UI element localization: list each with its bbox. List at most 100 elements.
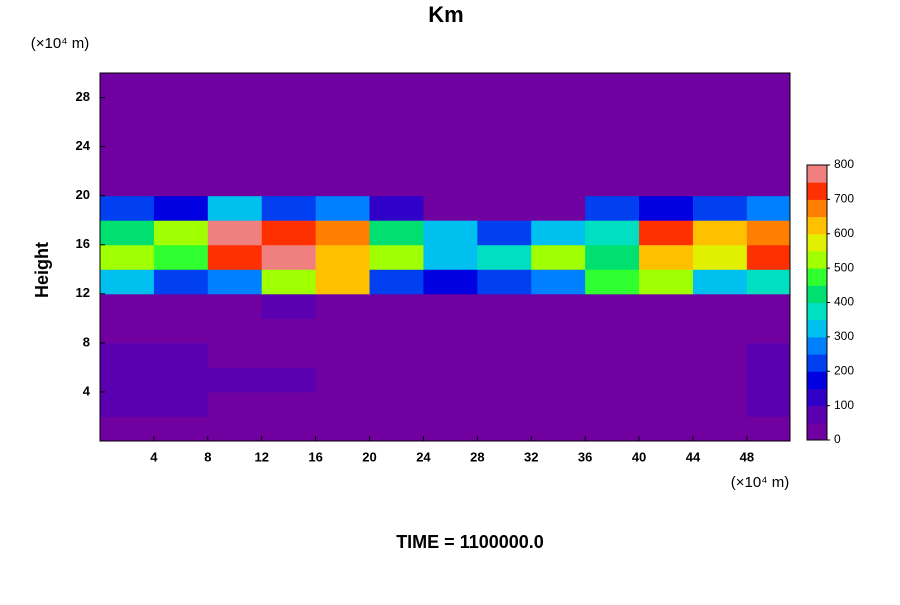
contour-cell [369,367,424,393]
contour-cell [153,416,209,442]
contour-cell [153,269,209,295]
contour-cell [369,416,424,442]
contour-cell [585,318,640,344]
contour-cell [423,342,478,368]
contour-cell [153,73,209,99]
contour-cell [423,244,478,270]
contour-cell [369,269,424,295]
contour-cell [692,416,748,442]
contour-cell [207,171,263,197]
contour-cell [100,342,155,368]
contour-cell [531,293,586,319]
colorbar-tick-label: 800 [834,157,854,171]
contour-cell [746,342,791,368]
contour-cell [746,195,791,221]
x-tick-label: 28 [470,449,484,464]
contour-cell [153,97,209,123]
contour-cell [207,318,263,344]
y-unit: (×10⁴ m) [31,35,90,52]
contour-cell [639,146,694,172]
x-tick-label: 40 [632,449,646,464]
colorbar-segment [807,336,827,355]
contour-cell [369,73,424,99]
contour-cell [423,220,478,246]
contour-cell [315,122,371,148]
contour-cell [100,367,155,393]
contour-cell [261,342,317,368]
contour-cell [477,416,532,442]
contour-cell [423,293,478,319]
contour-cell [585,171,640,197]
contour-cell [746,73,791,99]
contour-cell [153,391,209,417]
contour-cell [639,220,694,246]
contour-cell [477,220,532,246]
colorbar-segment [807,405,827,424]
contour-cell [639,195,694,221]
contour-cell [100,97,155,123]
y-tick-label: 28 [76,89,90,104]
x-tick-label: 24 [416,449,431,464]
contour-cell [639,367,694,393]
contour-cell [100,146,155,172]
colorbar-tick-label: 500 [834,260,854,274]
contour-cell [531,244,586,270]
colorbar-segment [807,354,827,372]
y-tick-label: 16 [76,236,90,251]
contour-cell [369,318,424,344]
y-tick-label: 24 [76,138,91,153]
contour-cell [207,391,263,417]
y-tick-label: 8 [83,334,90,349]
contour-cell [639,171,694,197]
contour-cell [423,318,478,344]
contour-cell [315,318,371,344]
contour-cell [423,171,478,197]
contour-cell [585,416,640,442]
contour-cell [746,171,791,197]
contour-cell [261,293,317,319]
contour-cell [369,97,424,123]
contour-cell [261,122,317,148]
contour-cell [639,342,694,368]
contour-cell [423,195,478,221]
contour-cell [100,318,155,344]
contour-cell [692,269,748,295]
contour-cell [692,244,748,270]
colorbar-segment [807,216,827,235]
contour-cell [746,220,791,246]
x-tick-label: 12 [254,449,268,464]
contour-cell [692,342,748,368]
contour-cell [746,293,791,319]
contour-cell [207,146,263,172]
contour-cell [153,293,209,319]
colorbar-segment [807,285,827,303]
contour-cell [315,195,371,221]
colorbar-segment [807,199,827,218]
contour-cell [261,391,317,417]
contour-cell [746,391,791,417]
contour-cell [746,146,791,172]
contour-cell [207,416,263,442]
contour-cell [639,293,694,319]
contour-cell [477,269,532,295]
contour-cell [153,318,209,344]
contour-cell [585,391,640,417]
contour-cell [585,220,640,246]
contour-cell [531,269,586,295]
contour-cell [692,391,748,417]
contour-cell [423,97,478,123]
contour-cell [315,391,371,417]
caption: TIME = 1100000.0 [396,532,544,552]
contour-cell [369,146,424,172]
contour-cell [369,195,424,221]
contour-cell [153,195,209,221]
x-tick-label: 48 [740,449,754,464]
contour-cell [477,318,532,344]
contour-cell [477,367,532,393]
contour-cell [531,220,586,246]
contour-cell [369,391,424,417]
contour-cell [423,391,478,417]
contour-cell [100,293,155,319]
contour-cell [315,220,371,246]
